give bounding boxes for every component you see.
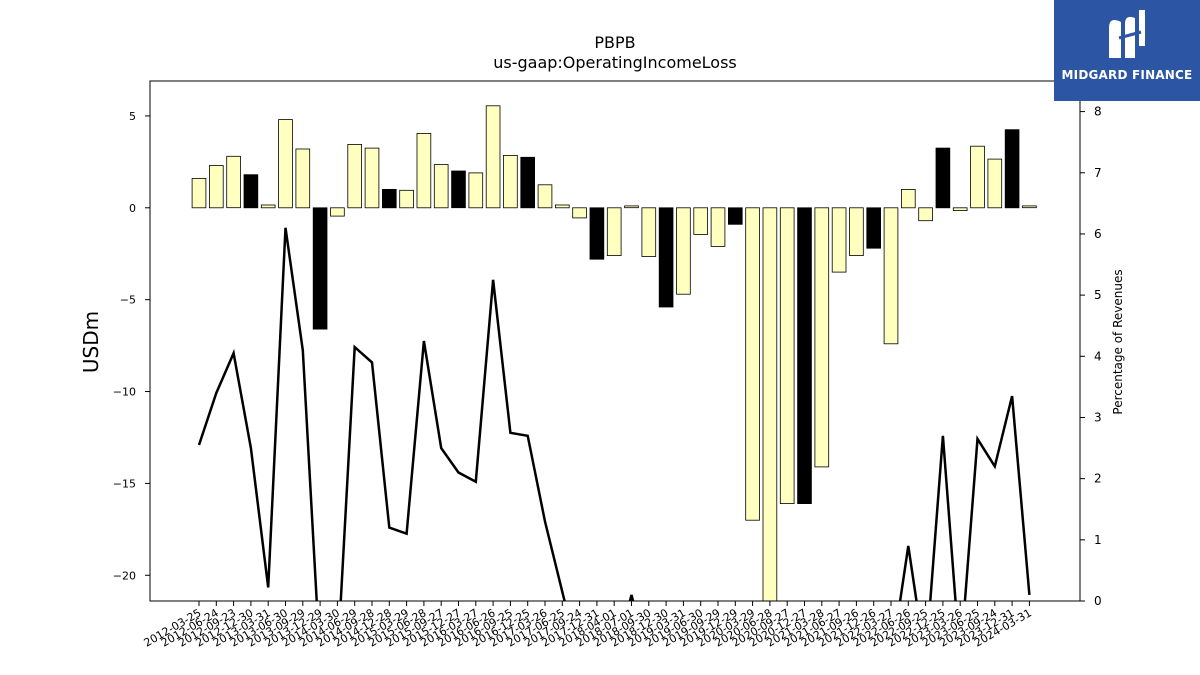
bar [849, 207, 864, 257]
bar [260, 204, 276, 209]
y-tick-label: 5 [129, 110, 136, 123]
midgard-finance-logo: MIDGARD FINANCE [1054, 0, 1200, 101]
bar [676, 207, 691, 295]
chart-subtitle: us-gaap:OperatingIncomeLoss [493, 53, 737, 72]
bar [520, 156, 535, 209]
bar [831, 207, 847, 273]
y2-tick-label: 3 [1094, 410, 1102, 424]
y2-tick-label: 2 [1094, 472, 1102, 486]
bar [935, 147, 951, 209]
bar [312, 207, 328, 330]
y-tick-label: −15 [113, 477, 136, 490]
bar [468, 172, 484, 209]
y2-tick-label: 6 [1094, 227, 1102, 241]
bar [952, 207, 968, 212]
bar [745, 207, 760, 521]
y2-tick-label: 8 [1094, 105, 1102, 119]
bar [693, 207, 708, 235]
bar [589, 207, 605, 260]
y-tick-label: 0 [129, 202, 136, 215]
bar [208, 165, 224, 209]
bar [451, 170, 466, 209]
bar [191, 177, 207, 209]
bar [779, 207, 795, 504]
bar [243, 174, 259, 209]
bar [624, 205, 639, 209]
bar [330, 207, 345, 217]
bar [347, 143, 362, 209]
chart-title: PBPB [594, 33, 635, 52]
bar [433, 164, 449, 209]
bar [606, 207, 622, 257]
bar [987, 158, 1003, 209]
bar [728, 207, 743, 225]
y2-tick-label: 7 [1094, 166, 1102, 180]
y-tick-label: −20 [113, 569, 136, 582]
bar [364, 147, 380, 209]
bar [814, 207, 830, 468]
midgard-logo-icon [1054, 6, 1200, 70]
y2-tick-label: 4 [1094, 349, 1102, 363]
bar [883, 207, 899, 345]
bar [572, 207, 587, 219]
bar [658, 207, 674, 308]
bar [226, 155, 241, 209]
bar [416, 132, 432, 209]
y-tick-label: −10 [113, 386, 136, 399]
bar [555, 204, 570, 209]
bar [537, 184, 553, 209]
bar [641, 207, 657, 257]
plot-frame [149, 80, 1081, 602]
bar [1022, 205, 1037, 209]
bar [918, 207, 933, 222]
y2-tick-label: 5 [1094, 288, 1102, 302]
y2-axis-label: Percentage of Revenues [1111, 269, 1125, 414]
y-tick-label: −5 [120, 294, 136, 307]
y-axis-label: USDm [79, 311, 103, 373]
y2-tick-label: 0 [1094, 594, 1102, 608]
bar [503, 154, 518, 209]
logo-text: MIDGARD FINANCE [1061, 68, 1193, 82]
bar [866, 207, 881, 249]
bar [278, 119, 293, 209]
bar [762, 207, 778, 601]
plot-area: 50−5−10−15−200123456782012-03-252012-06-… [113, 80, 1102, 650]
bar [381, 188, 397, 209]
bar [710, 207, 726, 247]
bar [797, 207, 812, 504]
bar [485, 105, 501, 209]
bar [901, 188, 916, 209]
bar [970, 145, 985, 209]
bar [1004, 129, 1020, 209]
bar [399, 189, 414, 209]
y2-tick-label: 1 [1094, 533, 1102, 547]
plot-clip-group [191, 105, 1037, 601]
bar [295, 148, 311, 209]
